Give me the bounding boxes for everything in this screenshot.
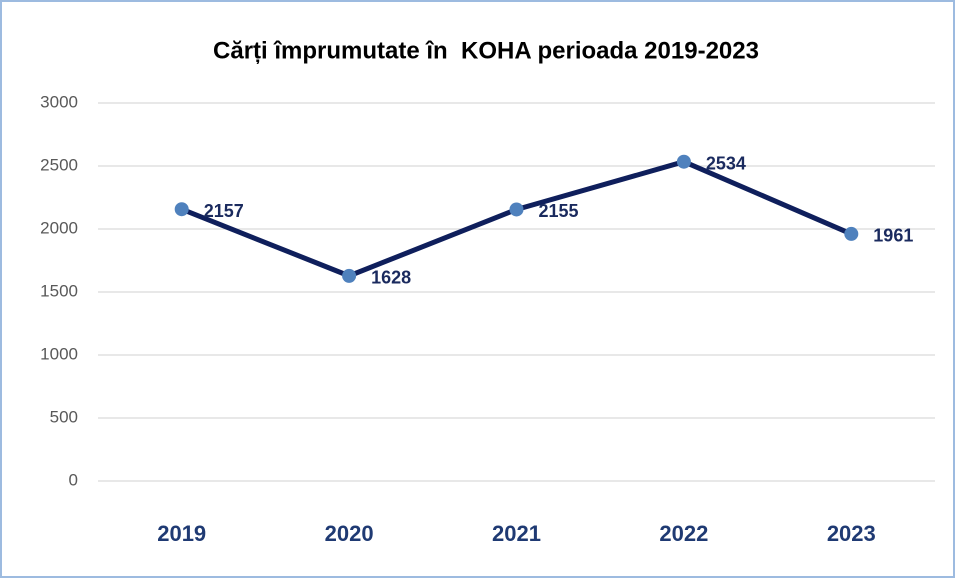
y-tick-label: 500 bbox=[50, 407, 78, 426]
y-tick-label: 1000 bbox=[40, 344, 78, 363]
marker bbox=[342, 268, 357, 283]
y-tick-label: 2500 bbox=[40, 155, 78, 174]
data-label: 1628 bbox=[371, 268, 411, 288]
marker bbox=[174, 202, 189, 217]
x-tick-label: 2021 bbox=[492, 521, 541, 546]
chart-title: Cărți împrumutate în KOHA perioada 2019-… bbox=[213, 37, 759, 64]
x-tick-label: 2020 bbox=[325, 521, 374, 546]
x-tick-label: 2022 bbox=[659, 521, 708, 546]
y-tick-label: 1500 bbox=[40, 281, 78, 300]
y-tick-label: 3000 bbox=[40, 92, 78, 111]
marker bbox=[844, 226, 859, 241]
x-tick-label: 2023 bbox=[827, 521, 876, 546]
data-label: 2155 bbox=[539, 201, 579, 221]
data-label: 1961 bbox=[873, 226, 913, 246]
x-tick-label: 2019 bbox=[157, 521, 206, 546]
y-tick-label: 2000 bbox=[40, 218, 78, 237]
marker bbox=[676, 154, 691, 169]
data-label: 2157 bbox=[204, 201, 244, 221]
data-label: 2534 bbox=[706, 153, 746, 173]
marker bbox=[509, 202, 524, 217]
y-tick-label: 0 bbox=[69, 470, 78, 489]
